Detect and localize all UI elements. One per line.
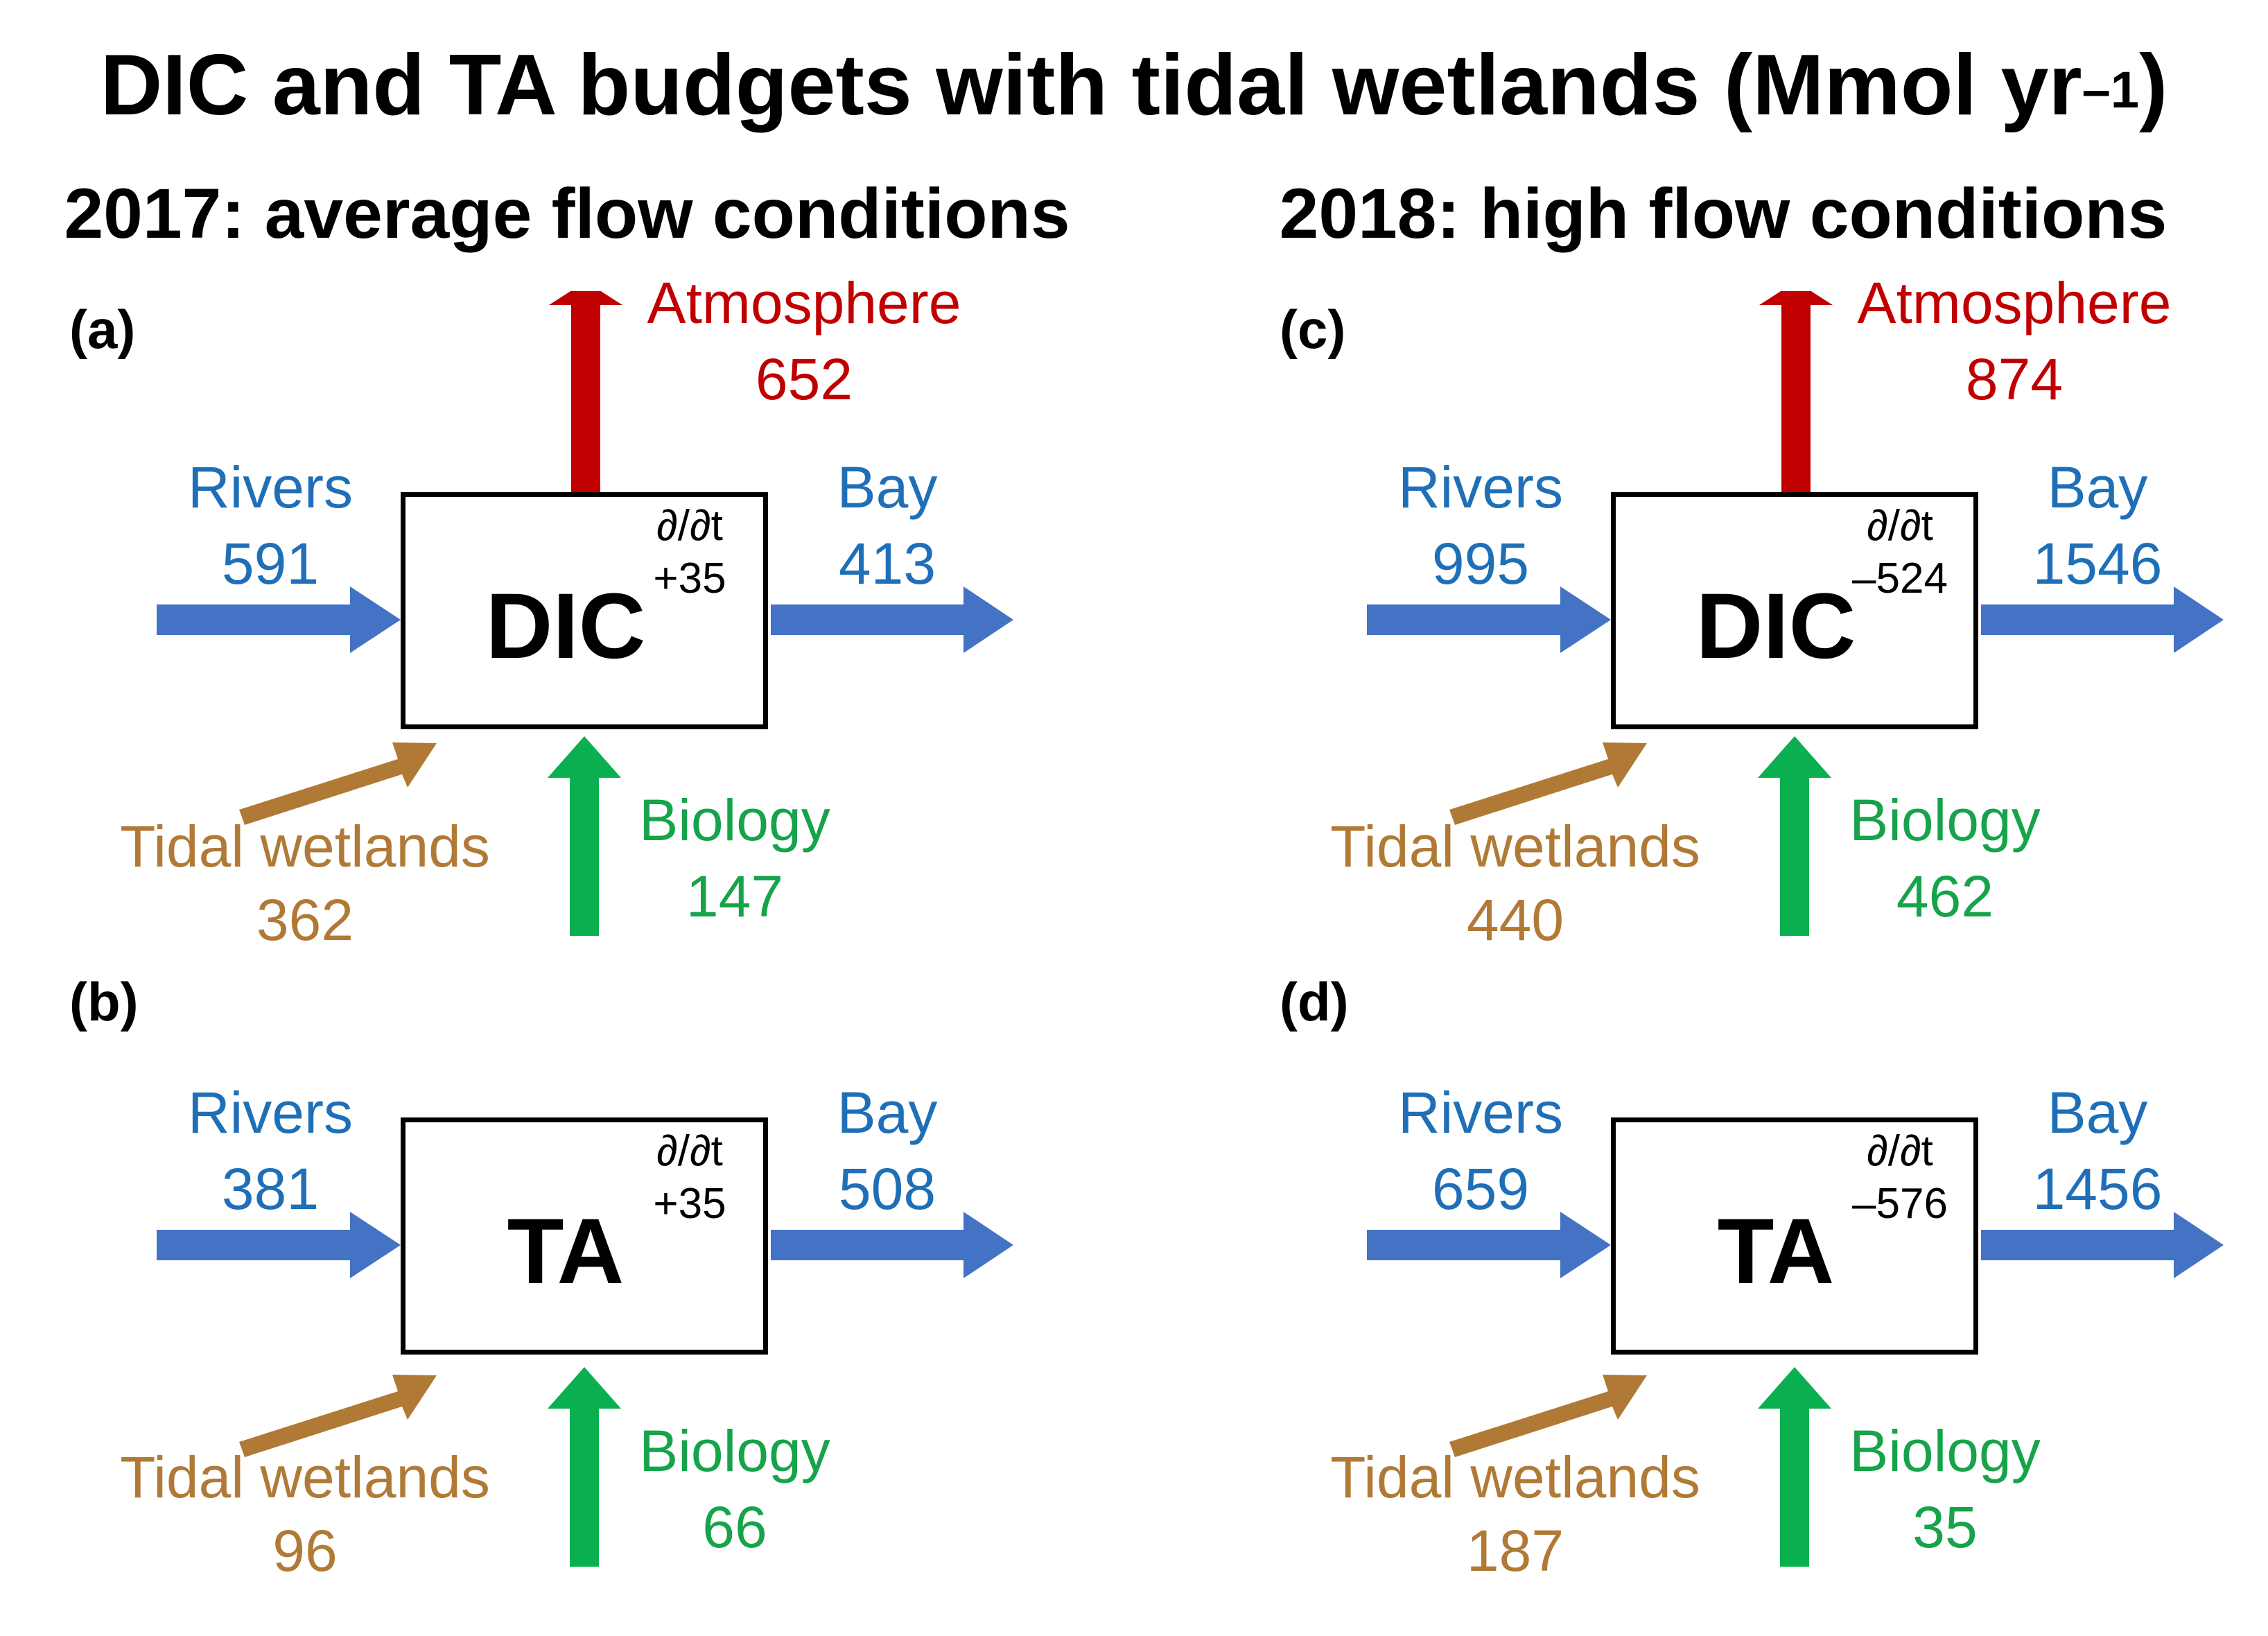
panel-a-arrows — [157, 291, 1013, 936]
wetlands-arrow — [1449, 1375, 1647, 1457]
rivers-value: 591 — [221, 531, 320, 596]
biology-label: Biology — [639, 787, 830, 853]
wetlands-value: 96 — [272, 1518, 338, 1583]
wetlands-arrow — [239, 1375, 437, 1457]
rivers-arrow — [1367, 1212, 1611, 1278]
box-variable: TA — [507, 1200, 625, 1303]
derivative-label: ∂/∂t — [1867, 1127, 1933, 1175]
biology-arrow — [1758, 736, 1831, 936]
panel-d-arrows — [1367, 1212, 2224, 1567]
derivative-label: ∂/∂t — [656, 502, 723, 550]
derivative-value: +35 — [653, 555, 726, 602]
rivers-arrow — [157, 586, 401, 653]
ta-box: ∂/∂t –576 TA — [1611, 1117, 1978, 1355]
biology-value: 147 — [686, 864, 784, 929]
atmosphere-arrow — [1759, 291, 1833, 492]
dic-box: ∂/∂t –524 DIC — [1611, 492, 1978, 729]
wetlands-value: 440 — [1466, 887, 1564, 952]
derivative-value: –524 — [1852, 555, 1948, 602]
bay-value: 1456 — [2032, 1156, 2163, 1221]
atmosphere-label: Atmosphere — [647, 270, 961, 336]
bay-label: Bay — [2047, 1080, 2148, 1145]
rivers-label: Rivers — [187, 455, 353, 520]
rivers-value: 659 — [1431, 1156, 1530, 1221]
ta-box: ∂/∂t +35 TA — [401, 1117, 768, 1355]
bay-label: Bay — [837, 1080, 938, 1145]
bay-arrow — [1981, 586, 2224, 653]
wetlands-arrow — [239, 742, 437, 825]
figure-title-superscript: –1 — [2082, 61, 2139, 119]
bay-arrow — [771, 1212, 1013, 1278]
wetlands-label: Tidal wetlands — [120, 814, 490, 879]
wetlands-label: Tidal wetlands — [1330, 814, 1700, 879]
dic-box: ∂/∂t +35 DIC — [401, 492, 768, 729]
bay-label: Bay — [837, 455, 938, 520]
atmosphere-value: 652 — [755, 347, 853, 412]
rivers-arrow — [1367, 586, 1611, 653]
panel-a: (a) Atmosphere 652 Rivers 591 Bay 413 ∂/… — [0, 270, 1134, 952]
wetlands-value: 187 — [1466, 1518, 1564, 1583]
panel-b: (b) Rivers 381 Bay 508 ∂/∂t +35 TA Biolo… — [0, 971, 1134, 1594]
rivers-value: 381 — [221, 1156, 320, 1221]
panel-c: (c) Atmosphere 874 Rivers 995 Bay 1546 ∂… — [1210, 270, 2268, 952]
rivers-label: Rivers — [187, 1080, 353, 1145]
bay-arrow — [771, 586, 1013, 653]
rivers-label: Rivers — [1397, 1080, 1563, 1145]
bay-label: Bay — [2047, 455, 2148, 520]
subtitle-2018: 2018: high flow conditions — [1279, 174, 2167, 253]
panel-label: (d) — [1280, 971, 1349, 1032]
biology-value: 35 — [1912, 1495, 1978, 1560]
panel-c-arrows — [1367, 291, 2224, 936]
figure-title-text: DIC and TA budgets with tidal wetlands (… — [100, 37, 2082, 133]
biology-label: Biology — [1849, 1418, 2041, 1483]
biology-arrow — [1758, 1367, 1831, 1567]
rivers-arrow — [157, 1212, 401, 1278]
biology-value: 462 — [1896, 864, 1994, 929]
box-variable: DIC — [485, 575, 646, 678]
rivers-label: Rivers — [1397, 455, 1563, 520]
derivative-label: ∂/∂t — [1867, 502, 1933, 550]
rivers-value: 995 — [1431, 531, 1530, 596]
bay-value: 413 — [838, 531, 936, 596]
wetlands-arrow — [1449, 742, 1647, 825]
wetlands-label: Tidal wetlands — [1330, 1445, 1700, 1510]
box-variable: TA — [1717, 1200, 1835, 1303]
panel-label: (c) — [1280, 299, 1346, 360]
panel-d: (d) Rivers 659 Bay 1456 ∂/∂t –576 TA Bio… — [1210, 971, 2268, 1594]
bay-arrow — [1981, 1212, 2224, 1278]
derivative-value: +35 — [653, 1180, 726, 1228]
bay-value: 508 — [838, 1156, 936, 1221]
biology-label: Biology — [639, 1418, 830, 1483]
atmosphere-value: 874 — [1965, 347, 2064, 412]
panel-label: (a) — [69, 299, 136, 360]
figure-title: DIC and TA budgets with tidal wetlands (… — [0, 33, 2268, 137]
biology-value: 66 — [702, 1495, 767, 1560]
biology-label: Biology — [1849, 787, 2041, 853]
derivative-label: ∂/∂t — [656, 1127, 723, 1175]
bay-value: 1546 — [2032, 531, 2163, 596]
biology-arrow — [548, 1367, 621, 1567]
box-variable: DIC — [1695, 575, 1856, 678]
wetlands-value: 362 — [256, 887, 354, 952]
atmosphere-label: Atmosphere — [1857, 270, 2172, 336]
subtitle-2017: 2017: average flow conditions — [64, 174, 1070, 253]
atmosphere-arrow — [549, 291, 622, 492]
figure-title-closing: ) — [2138, 37, 2168, 133]
wetlands-label: Tidal wetlands — [120, 1445, 490, 1510]
panel-label: (b) — [69, 971, 139, 1032]
panel-b-arrows — [157, 1212, 1013, 1567]
biology-arrow — [548, 736, 621, 936]
derivative-value: –576 — [1852, 1180, 1948, 1228]
